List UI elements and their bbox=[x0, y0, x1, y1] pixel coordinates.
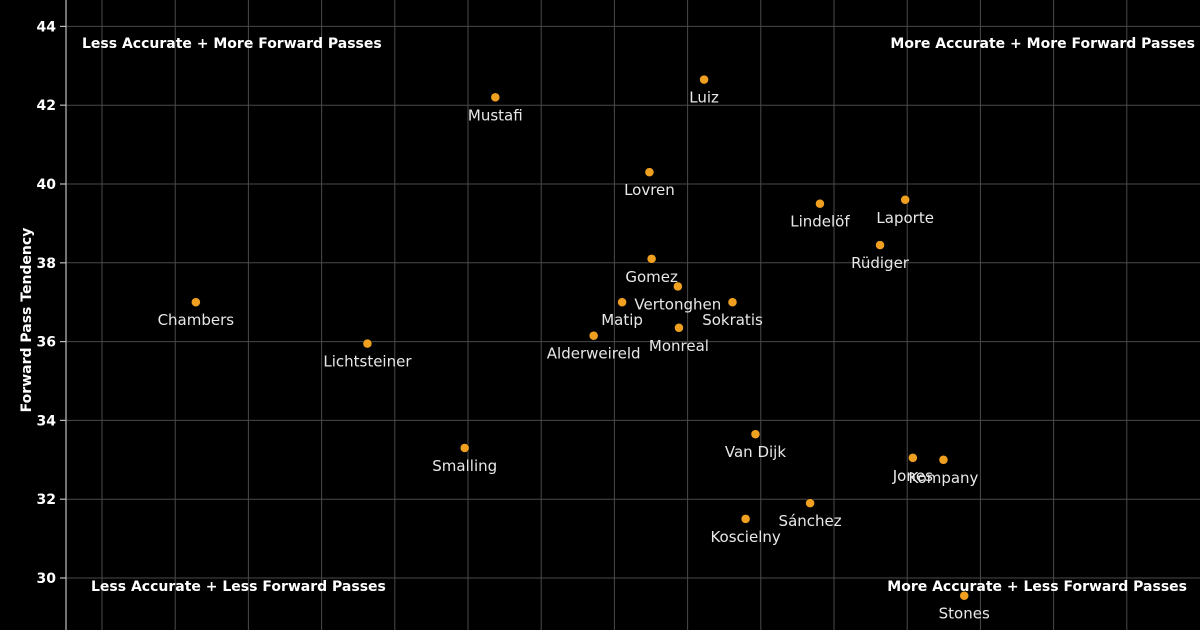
data-point bbox=[740, 514, 751, 524]
y-tick-label: 34 bbox=[37, 413, 57, 429]
y-tick-label: 32 bbox=[37, 492, 56, 508]
point-label: Sokratis bbox=[702, 311, 763, 329]
data-point bbox=[362, 338, 373, 349]
y-axis-title: Forward Pass Tendency bbox=[19, 228, 35, 413]
data-point bbox=[750, 429, 761, 439]
quadrant-label-bottom-right: More Accurate + Less Forward Passes bbox=[887, 579, 1187, 595]
y-tick-label: 40 bbox=[37, 177, 57, 193]
y-tick-label: 30 bbox=[37, 571, 57, 587]
data-point bbox=[588, 330, 599, 341]
data-point bbox=[646, 254, 657, 264]
data-point bbox=[727, 297, 738, 307]
point-label: Matip bbox=[601, 311, 643, 329]
point-label: Gomez bbox=[625, 268, 678, 286]
data-point bbox=[644, 167, 655, 177]
point-label: Mustafi bbox=[468, 106, 523, 124]
point-label: Van Dijk bbox=[725, 443, 786, 461]
data-point bbox=[815, 198, 825, 209]
point-label: Alderweireld bbox=[547, 345, 641, 363]
point-label: Luiz bbox=[689, 89, 719, 107]
data-point bbox=[490, 92, 501, 103]
point-label: Lindelöf bbox=[790, 213, 850, 231]
y-tick-label: 38 bbox=[37, 256, 56, 272]
point-label: Koscielny bbox=[710, 528, 780, 546]
data-points: Chambers Lichtsteiner Smalling Mustafi Alder… bbox=[158, 74, 990, 623]
quadrant-label-top-left: Less Accurate + More Forward Passes bbox=[82, 36, 382, 52]
quadrant-label-bottom-left: Less Accurate + Less Forward Passes bbox=[91, 579, 386, 595]
data-point bbox=[191, 297, 201, 307]
point-label: Sánchez bbox=[779, 512, 842, 530]
point-label: Jones bbox=[892, 467, 933, 485]
data-point bbox=[673, 281, 683, 292]
point-label: Vertonghen bbox=[634, 295, 721, 313]
data-point bbox=[617, 297, 627, 307]
data-point bbox=[459, 443, 470, 453]
point-label: Smalling bbox=[432, 457, 497, 475]
quadrant-label-top-right: More Accurate + More Forward Passes bbox=[890, 36, 1195, 52]
point-label: Lichtsteiner bbox=[323, 353, 412, 371]
y-tick-label: 44 bbox=[37, 19, 57, 35]
point-label: Lovren bbox=[624, 181, 675, 199]
grid bbox=[66, 0, 1200, 630]
data-point bbox=[938, 455, 949, 465]
point-label: Monreal bbox=[649, 337, 709, 355]
point-label: Chambers bbox=[158, 311, 235, 329]
data-point bbox=[900, 195, 910, 205]
data-point bbox=[908, 453, 918, 463]
point-label: Rüdiger bbox=[851, 254, 910, 272]
data-point bbox=[805, 498, 815, 508]
point-label: Stones bbox=[939, 605, 990, 623]
point-label: Laporte bbox=[876, 209, 934, 227]
point-label: Kompany bbox=[908, 469, 978, 487]
y-tick-label: 42 bbox=[37, 98, 56, 114]
data-point bbox=[674, 323, 684, 333]
y-tick-label: 36 bbox=[37, 335, 56, 351]
data-point bbox=[959, 590, 969, 601]
y-tick-labels: 30 32 34 36 38 40 42 44 bbox=[37, 19, 66, 587]
data-point bbox=[875, 240, 885, 250]
data-point bbox=[699, 74, 709, 85]
